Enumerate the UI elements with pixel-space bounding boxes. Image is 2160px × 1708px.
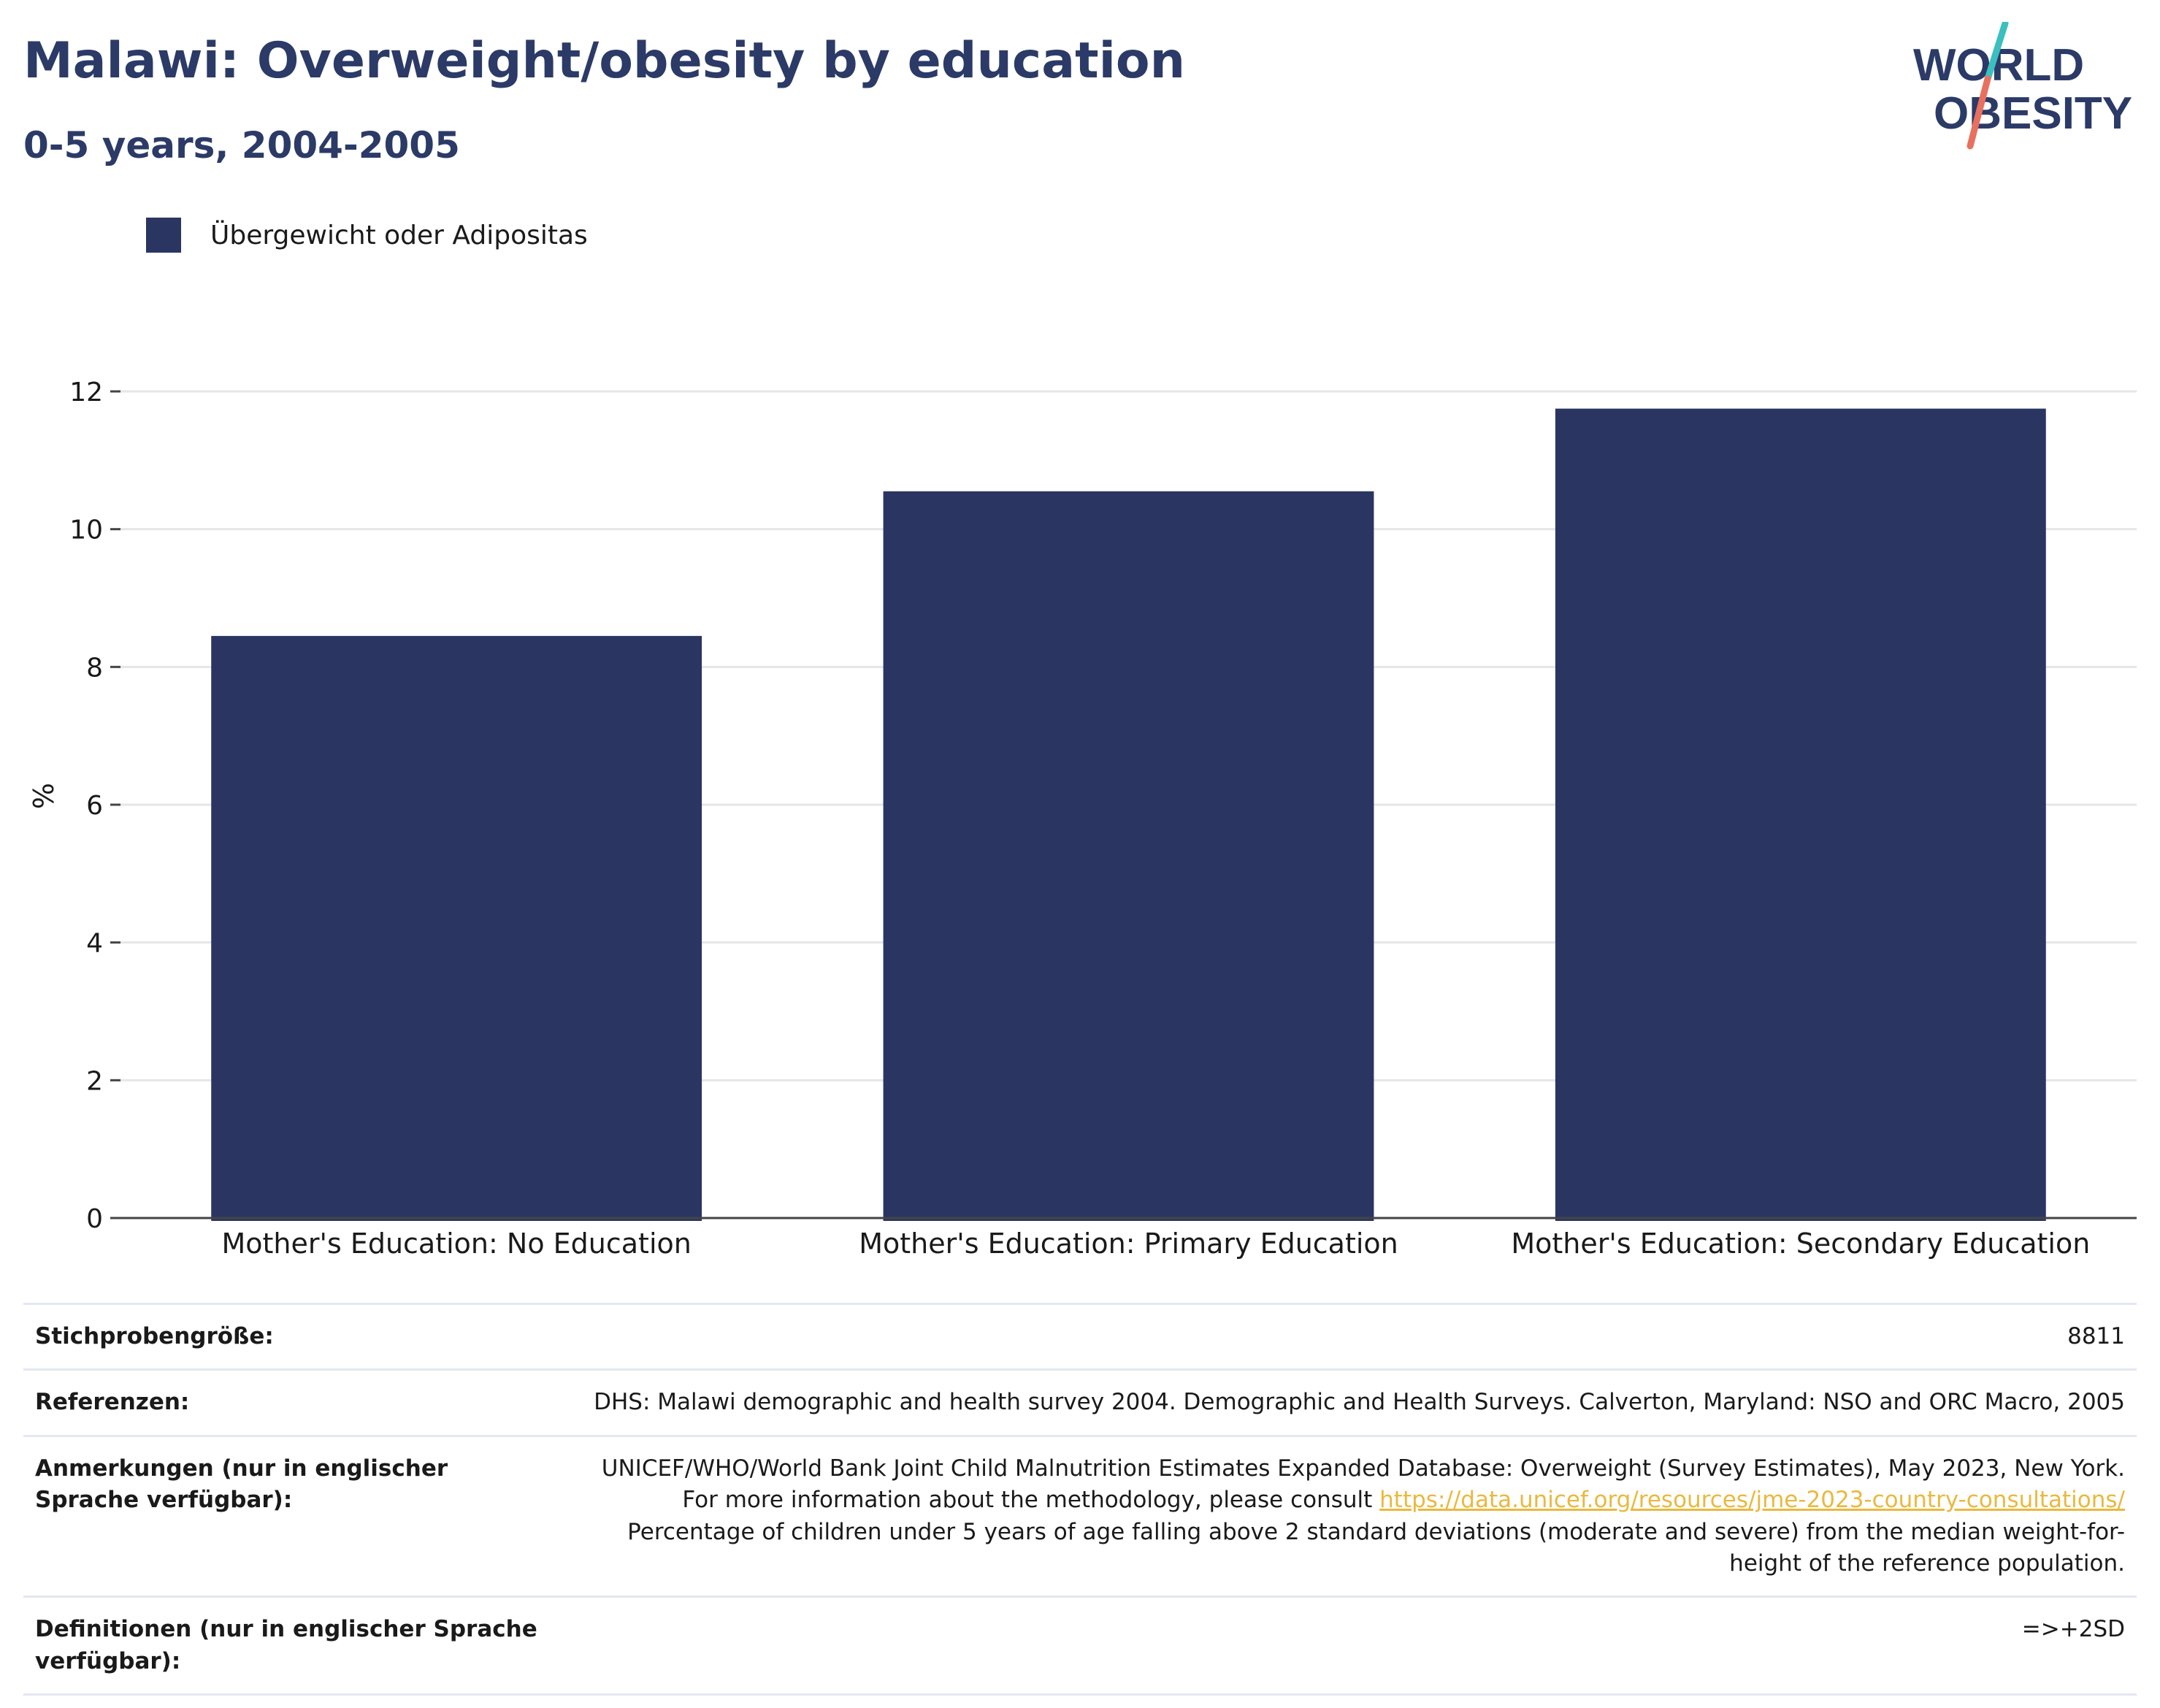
- bar: [883, 491, 1374, 1221]
- info-label: Anmerkungen (nur in englischer Sprache v…: [23, 1434, 558, 1598]
- x-tick-label: Mother's Education: No Education: [221, 1228, 691, 1260]
- chart-subtitle: 0-5 years, 2004-2005: [23, 124, 460, 166]
- info-value: =>+2SD: [558, 1596, 2137, 1696]
- info-table: Stichprobengröße: 8811 Referenzen: DHS: …: [23, 1302, 2137, 1696]
- y-tick-label: 10: [69, 516, 103, 545]
- info-label: Stichprobengröße:: [23, 1302, 558, 1371]
- y-tick-label: 2: [86, 1066, 103, 1096]
- x-tick-label: Mother's Education: Secondary Education: [1511, 1228, 2090, 1260]
- y-tick-label: 8: [86, 653, 103, 683]
- info-row-references: Referenzen: DHS: Malawi demographic and …: [23, 1368, 2137, 1437]
- info-value: UNICEF/WHO/World Bank Joint Child Malnut…: [558, 1434, 2137, 1598]
- y-tick-label: 0: [86, 1204, 103, 1234]
- notes-text-after: Percentage of children under 5 years of …: [627, 1518, 2125, 1577]
- x-tick-label: Mother's Education: Primary Education: [859, 1228, 1398, 1260]
- info-label: Definitionen (nur in englischer Sprache …: [23, 1596, 558, 1696]
- chart-title: Malawi: Overweight/obesity by education: [23, 32, 1186, 90]
- y-tick-label: 6: [86, 791, 103, 821]
- info-row-definitions: Definitionen (nur in englischer Sprache …: [23, 1596, 2137, 1696]
- y-tick-label: 12: [69, 378, 103, 407]
- info-row-sample-size: Stichprobengröße: 8811: [23, 1302, 2137, 1371]
- bar-chart: 0 2 4 6 8 10 12 Mother's Education: No Educatio…: [69, 378, 2137, 1260]
- legend-label: Übergewicht oder Adipositas: [210, 220, 588, 250]
- bar: [1555, 408, 2046, 1222]
- bar: [211, 635, 702, 1221]
- world-obesity-logo: WORLD OBESITY: [1899, 20, 2147, 153]
- legend[interactable]: Übergewicht oder Adipositas: [146, 218, 588, 253]
- info-label: Referenzen:: [23, 1368, 558, 1437]
- logo-line2: OBESITY: [1934, 88, 2132, 139]
- legend-swatch: [146, 218, 181, 253]
- info-row-notes: Anmerkungen (nur in englischer Sprache v…: [23, 1434, 2137, 1598]
- y-tick-label: 4: [86, 929, 103, 959]
- notes-text-before: UNICEF/WHO/World Bank Joint Child Malnut…: [601, 1455, 2125, 1514]
- info-value: 8811: [558, 1302, 2137, 1371]
- methodology-link[interactable]: https://data.unicef.org/resources/jme-20…: [1379, 1487, 2125, 1514]
- info-value: DHS: Malawi demographic and health surve…: [558, 1368, 2137, 1437]
